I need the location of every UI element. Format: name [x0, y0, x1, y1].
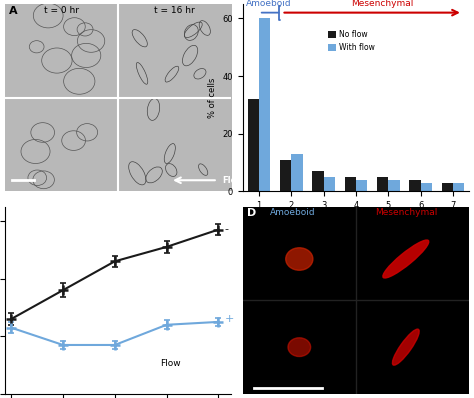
Text: t = 0 hr: t = 0 hr: [44, 6, 79, 15]
Bar: [410, 180, 421, 191]
Legend: No flow, With flow: No flow, With flow: [328, 30, 375, 52]
Bar: [356, 180, 367, 191]
Bar: [453, 183, 465, 191]
Text: -: -: [225, 224, 229, 234]
Ellipse shape: [392, 329, 419, 365]
Circle shape: [286, 248, 313, 270]
Ellipse shape: [383, 240, 429, 278]
Bar: [280, 160, 291, 191]
Circle shape: [288, 338, 310, 357]
Bar: [259, 18, 270, 191]
Y-axis label: % of cells: % of cells: [208, 78, 217, 118]
Text: +: +: [225, 314, 234, 324]
Text: Mesenchymal: Mesenchymal: [351, 0, 413, 8]
Text: t = 16 hr: t = 16 hr: [155, 6, 195, 15]
Text: Amoeboid: Amoeboid: [246, 0, 292, 8]
Bar: [291, 154, 302, 191]
Text: D: D: [247, 209, 256, 219]
Bar: [377, 177, 388, 191]
Bar: [247, 99, 259, 191]
Bar: [388, 180, 400, 191]
Bar: [324, 177, 335, 191]
Text: Amoeboid: Amoeboid: [270, 209, 315, 217]
X-axis label: Aspect Ratio: Aspect Ratio: [328, 216, 384, 225]
Text: A: A: [9, 6, 18, 16]
Text: Flow: Flow: [222, 176, 245, 185]
Bar: [345, 177, 356, 191]
Bar: [312, 171, 324, 191]
Text: Flow: Flow: [160, 359, 181, 368]
Bar: [421, 183, 432, 191]
Bar: [442, 183, 453, 191]
Text: Mesenchymal: Mesenchymal: [374, 209, 437, 217]
